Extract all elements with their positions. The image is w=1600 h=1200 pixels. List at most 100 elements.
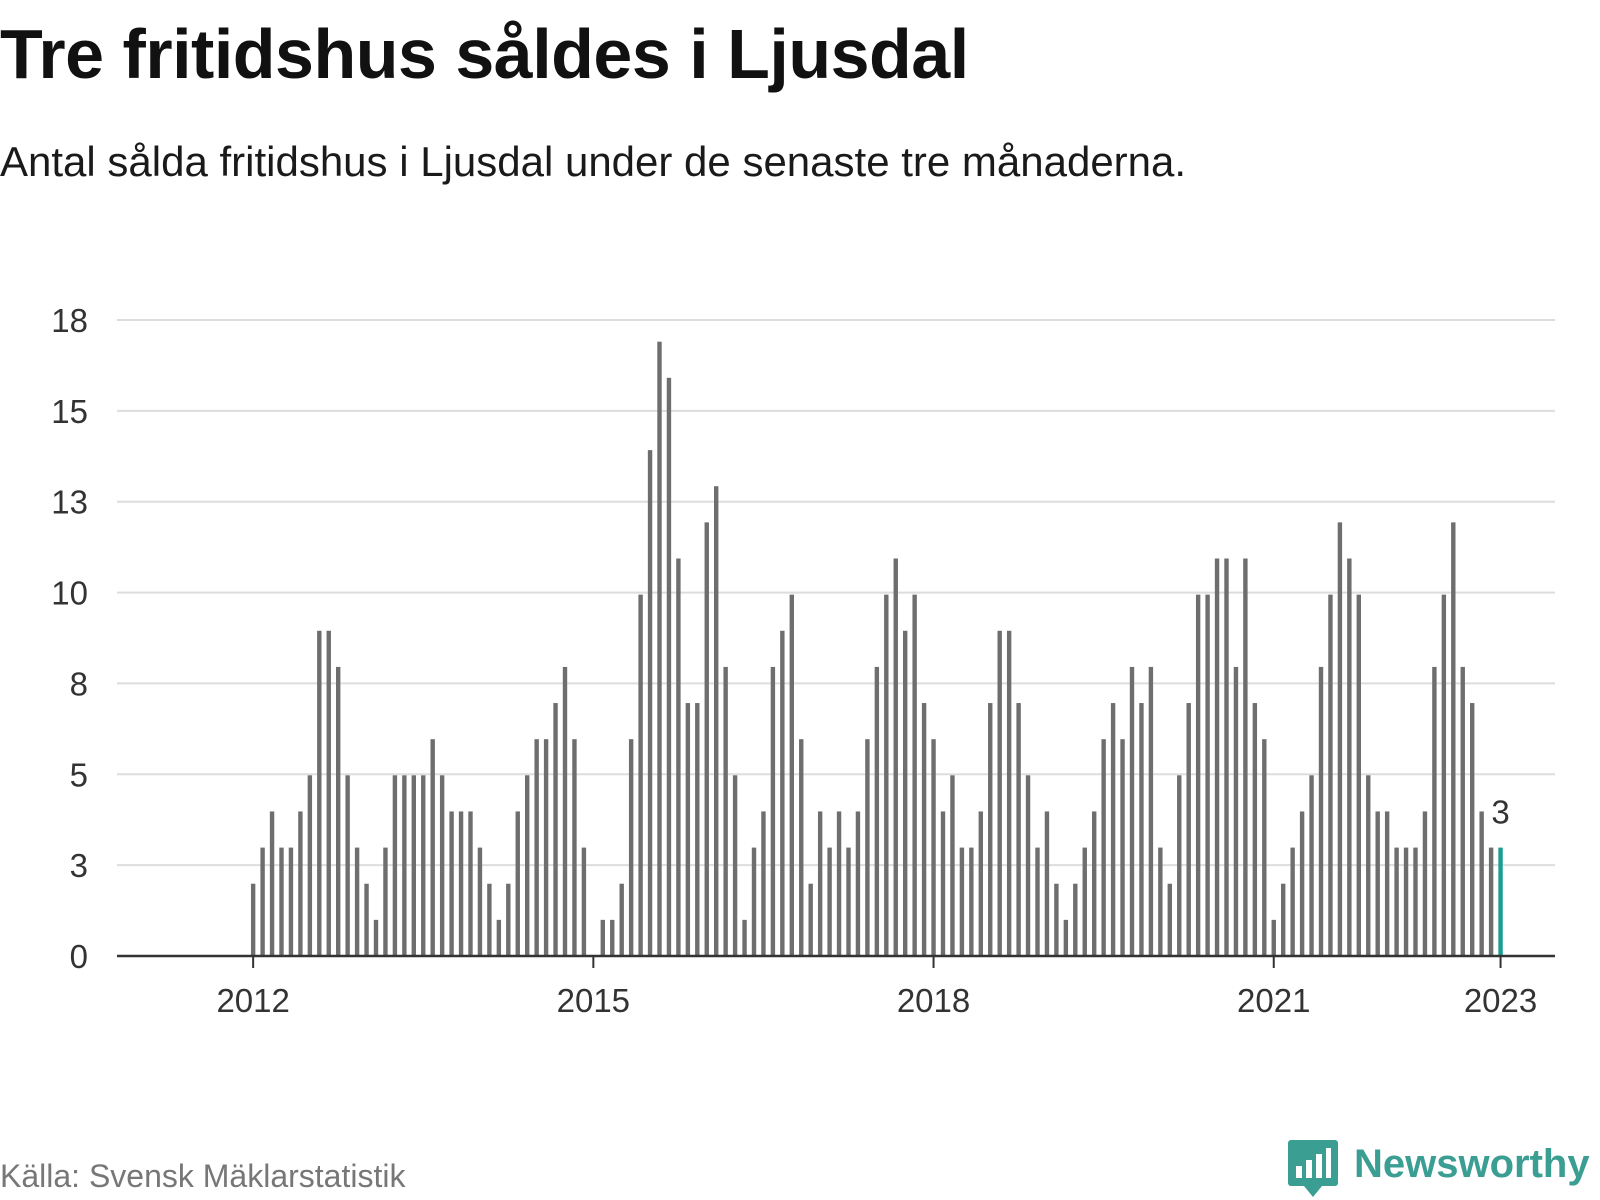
bar bbox=[1025, 775, 1031, 956]
bar bbox=[770, 666, 776, 956]
bar bbox=[317, 630, 322, 956]
bar bbox=[1479, 811, 1484, 956]
bar bbox=[534, 739, 539, 956]
bar bbox=[1460, 666, 1465, 956]
bar bbox=[1309, 775, 1314, 956]
bar bbox=[1101, 739, 1106, 956]
bar bbox=[780, 630, 785, 956]
bar bbox=[1092, 811, 1097, 956]
bar bbox=[383, 847, 388, 956]
y-tick-label: 13 bbox=[51, 484, 88, 521]
bar bbox=[789, 594, 794, 956]
bar bbox=[402, 775, 407, 956]
bar bbox=[298, 811, 303, 956]
bar bbox=[487, 883, 492, 956]
bar bbox=[714, 486, 719, 956]
bar bbox=[704, 522, 709, 956]
bar bbox=[846, 847, 851, 956]
bar bbox=[477, 847, 483, 956]
y-tick-label: 18 bbox=[51, 302, 88, 339]
bar bbox=[572, 739, 577, 956]
bar bbox=[1262, 739, 1267, 956]
bar bbox=[364, 883, 369, 956]
bar bbox=[515, 811, 520, 956]
bar bbox=[1167, 883, 1172, 956]
bar bbox=[1441, 594, 1447, 956]
bar bbox=[685, 703, 691, 956]
bar-highlight bbox=[1498, 847, 1503, 956]
bar bbox=[1413, 847, 1418, 956]
bar bbox=[1451, 522, 1456, 956]
bar bbox=[1120, 739, 1125, 956]
bar bbox=[1318, 666, 1324, 956]
y-tick-label: 10 bbox=[51, 575, 88, 612]
bar bbox=[647, 450, 653, 956]
bar bbox=[1488, 847, 1494, 956]
bar bbox=[411, 775, 416, 956]
bar bbox=[657, 341, 662, 956]
bar bbox=[1271, 919, 1276, 956]
bar bbox=[1224, 558, 1229, 956]
bar bbox=[1195, 594, 1201, 956]
bar bbox=[808, 883, 813, 956]
x-axis-ticks: 2012 2015 2018 2021 2023 bbox=[216, 956, 1537, 1019]
bar bbox=[628, 739, 634, 956]
bar bbox=[354, 847, 360, 956]
bar bbox=[1432, 666, 1437, 956]
chart-subtitle: Antal sålda fritidshus i Ljusdal under d… bbox=[0, 138, 1187, 185]
bar bbox=[506, 883, 511, 956]
bar bbox=[553, 703, 558, 956]
bar bbox=[742, 919, 747, 956]
x-tick-label: 2015 bbox=[557, 982, 630, 1019]
bar bbox=[430, 739, 435, 956]
bar bbox=[1252, 703, 1258, 956]
bar bbox=[1205, 594, 1210, 956]
bar bbox=[1129, 666, 1135, 956]
bar bbox=[817, 811, 823, 956]
bar bbox=[260, 847, 265, 956]
bar bbox=[903, 630, 908, 956]
bar bbox=[950, 775, 955, 956]
bar bbox=[1299, 811, 1305, 956]
bar bbox=[988, 703, 993, 956]
bar bbox=[307, 775, 313, 956]
bar bbox=[1366, 775, 1371, 956]
brand-name: Newsworthy bbox=[1354, 1142, 1590, 1186]
bar bbox=[666, 377, 672, 956]
bar bbox=[336, 666, 341, 956]
bar bbox=[1148, 666, 1154, 956]
bar bbox=[1470, 703, 1475, 956]
bar bbox=[921, 703, 927, 956]
bar bbox=[695, 703, 700, 956]
highlight-value-label: 3 bbox=[1491, 794, 1509, 831]
bar bbox=[969, 847, 974, 956]
bar bbox=[1243, 558, 1248, 956]
bar bbox=[458, 811, 464, 956]
bar bbox=[373, 919, 379, 956]
bar bbox=[827, 847, 832, 956]
bar bbox=[1403, 847, 1409, 956]
bar bbox=[893, 558, 898, 956]
bar bbox=[468, 811, 473, 956]
x-tick-label: 2021 bbox=[1237, 982, 1310, 1019]
bar bbox=[449, 811, 454, 956]
bar bbox=[638, 594, 643, 956]
newsworthy-logo[interactable]: Newsworthy bbox=[1288, 1140, 1590, 1200]
bar bbox=[1082, 847, 1087, 956]
x-tick-label: 2023 bbox=[1464, 982, 1537, 1019]
y-tick-label: 3 bbox=[70, 847, 88, 884]
bar bbox=[732, 775, 738, 956]
bar bbox=[1006, 630, 1012, 956]
bar bbox=[250, 883, 256, 956]
bar bbox=[1394, 847, 1399, 956]
bar bbox=[1016, 703, 1021, 956]
bar bbox=[581, 847, 587, 956]
bar bbox=[1347, 558, 1352, 956]
bar bbox=[1281, 883, 1286, 956]
bar bbox=[1422, 811, 1428, 956]
bar bbox=[940, 811, 946, 956]
bar bbox=[326, 630, 331, 956]
bar bbox=[1375, 811, 1380, 956]
bar bbox=[1214, 558, 1220, 956]
bar bbox=[421, 775, 426, 956]
